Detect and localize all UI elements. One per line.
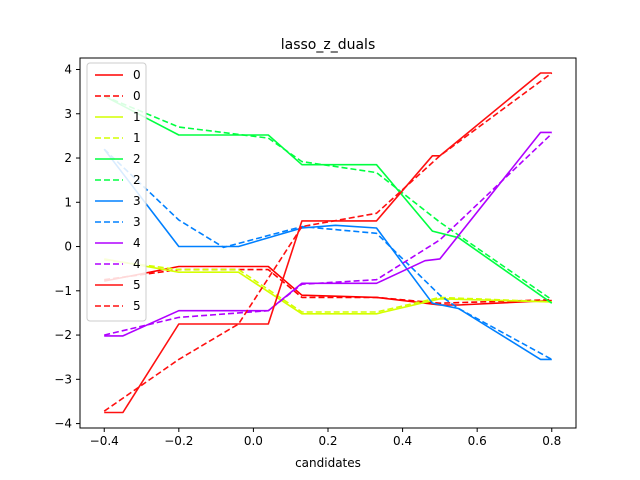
series-4-solid-line — [104, 131, 552, 337]
y-tick-label: 4 — [64, 63, 72, 77]
y-tick-label: −3 — [54, 372, 72, 386]
x-axis: −0.4 −0.2 0.0 0.2 0.4 0.6 0.8 — [90, 428, 561, 448]
legend-label: 2 — [133, 152, 141, 166]
legend-box — [86, 62, 147, 322]
x-tick-label: 0.0 — [244, 434, 263, 448]
series-0-solid-line — [104, 265, 552, 306]
series-3-dashed-line — [103, 148, 553, 361]
series-3-solid-line — [103, 148, 552, 361]
plot-frame — [79, 57, 577, 429]
y-tick-label: 2 — [64, 151, 72, 165]
y-axis: −4 −3 −2 −1 0 1 2 3 4 — [54, 63, 80, 431]
y-tick-label: 3 — [64, 107, 72, 121]
series-0-dashed-line — [104, 268, 552, 305]
y-tick-label: −4 — [54, 417, 72, 431]
x-tick-label: 0.8 — [542, 434, 561, 448]
series-5-dashed-line — [103, 72, 553, 412]
legend-label: 3 — [133, 194, 141, 208]
series-4-dashed-line — [104, 133, 553, 336]
legend-label: 5 — [133, 278, 141, 292]
y-tick-label: −2 — [54, 328, 72, 342]
legend-label: 4 — [133, 236, 141, 250]
series-1-solid-line — [104, 258, 552, 315]
legend-label: 5 — [133, 299, 141, 313]
series-2-solid-line — [103, 95, 553, 304]
y-tick-label: 1 — [64, 195, 72, 209]
legend-label: 2 — [133, 173, 141, 187]
legend-label: 1 — [133, 110, 141, 124]
x-tick-label: 0.6 — [468, 434, 487, 448]
x-tick-label: 0.4 — [393, 434, 412, 448]
legend-label: 4 — [133, 257, 141, 271]
x-axis-title: candidates — [295, 456, 361, 470]
legend: 0 0 1 1 2 2 3 3 4 4 5 5 — [86, 62, 147, 322]
legend-label: 1 — [133, 131, 141, 145]
plot-lines — [103, 72, 553, 414]
chart-title: lasso_z_duals — [281, 37, 376, 53]
x-tick-label: 0.2 — [318, 434, 337, 448]
legend-label: 0 — [133, 89, 141, 103]
x-tick-label: −0.4 — [90, 434, 119, 448]
x-tick-label: −0.2 — [164, 434, 193, 448]
y-tick-label: −1 — [54, 284, 72, 298]
legend-label: 0 — [133, 68, 141, 82]
series-2-dashed-line — [103, 95, 553, 301]
series-5-solid-line — [104, 72, 552, 414]
y-tick-label: 0 — [64, 240, 72, 254]
series-1-dashed-line — [104, 259, 552, 313]
legend-label: 3 — [133, 215, 141, 229]
